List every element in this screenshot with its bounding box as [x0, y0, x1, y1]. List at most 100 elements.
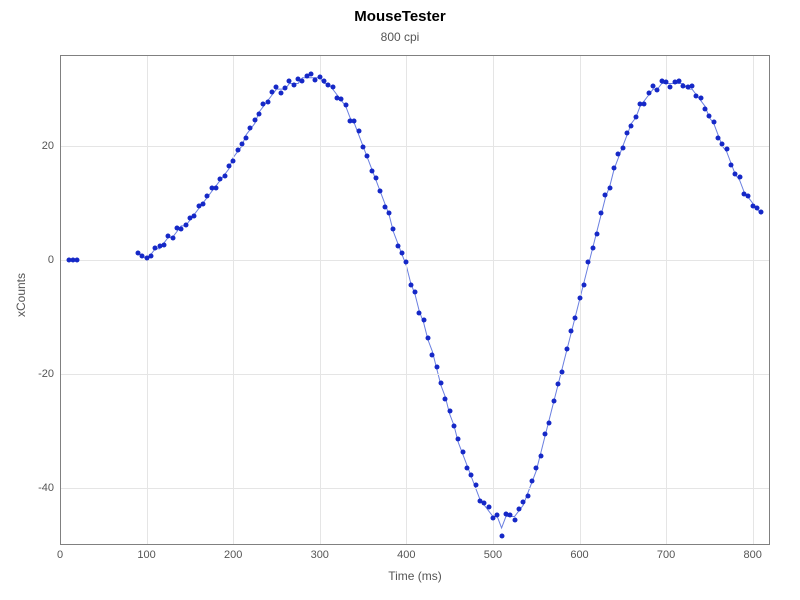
plot-area [60, 55, 770, 545]
data-point [200, 202, 205, 207]
y-tick-label: 0 [30, 254, 54, 266]
data-point [746, 193, 751, 198]
data-point [235, 148, 240, 153]
data-point [646, 91, 651, 96]
data-point [716, 136, 721, 141]
data-point [183, 222, 188, 227]
data-point [525, 494, 530, 499]
data-point [417, 310, 422, 315]
data-point [170, 236, 175, 241]
gridline-vertical [666, 55, 667, 545]
data-point [655, 88, 660, 93]
data-point [443, 396, 448, 401]
data-point [612, 165, 617, 170]
data-point [400, 251, 405, 256]
x-tick-label: 700 [657, 549, 675, 561]
data-point [387, 210, 392, 215]
data-point [248, 125, 253, 130]
data-point [568, 329, 573, 334]
data-point [642, 102, 647, 107]
data-point [244, 135, 249, 140]
data-point [729, 162, 734, 167]
data-point [300, 78, 305, 83]
data-point [603, 193, 608, 198]
data-point [577, 296, 582, 301]
y-tick-label: -40 [30, 482, 54, 494]
data-point [179, 226, 184, 231]
data-point [421, 317, 426, 322]
data-point [378, 188, 383, 193]
gridline-vertical [406, 55, 407, 545]
gridline-vertical [233, 55, 234, 545]
data-point [512, 517, 517, 522]
data-point [451, 424, 456, 429]
data-point [720, 141, 725, 146]
data-point [222, 174, 227, 179]
data-point [239, 141, 244, 146]
data-point [231, 158, 236, 163]
data-point [460, 450, 465, 455]
data-point [434, 365, 439, 370]
data-point [309, 72, 314, 77]
data-point [594, 232, 599, 237]
data-point [291, 83, 296, 88]
data-point [534, 465, 539, 470]
data-point [395, 243, 400, 248]
data-point [473, 483, 478, 488]
data-point [599, 210, 604, 215]
data-point [447, 409, 452, 414]
data-point [560, 369, 565, 374]
data-point [499, 534, 504, 539]
data-point [430, 352, 435, 357]
data-point [625, 131, 630, 136]
data-point [391, 227, 396, 232]
data-point [283, 86, 288, 91]
data-point [356, 129, 361, 134]
data-point [192, 214, 197, 219]
data-point [529, 479, 534, 484]
data-point [495, 512, 500, 517]
data-point [330, 84, 335, 89]
data-point [586, 260, 591, 265]
y-tick-label: 20 [30, 140, 54, 152]
data-point [469, 473, 474, 478]
gridline-vertical [493, 55, 494, 545]
data-point [538, 453, 543, 458]
x-tick-label: 600 [570, 549, 588, 561]
y-tick-label: -20 [30, 368, 54, 380]
data-point [547, 420, 552, 425]
x-tick-label: 100 [137, 549, 155, 561]
data-point [677, 78, 682, 83]
data-point [707, 113, 712, 118]
data-point [265, 99, 270, 104]
x-tick-label: 0 [57, 549, 63, 561]
chart-subtitle: 800 cpi [0, 30, 800, 44]
data-point [374, 175, 379, 180]
x-tick-label: 300 [311, 549, 329, 561]
x-tick-label: 400 [397, 549, 415, 561]
data-point [438, 381, 443, 386]
data-point [711, 120, 716, 125]
data-point [668, 84, 673, 89]
data-point [581, 283, 586, 288]
gridline-vertical [147, 55, 148, 545]
data-point [564, 347, 569, 352]
gridline-horizontal [60, 374, 770, 375]
x-tick-label: 200 [224, 549, 242, 561]
data-point [590, 245, 595, 250]
data-point [703, 107, 708, 112]
data-point [516, 507, 521, 512]
data-point [616, 152, 621, 157]
data-point [161, 243, 166, 248]
gridline-vertical [320, 55, 321, 545]
data-point [664, 79, 669, 84]
y-axis-label: xCounts [14, 265, 28, 325]
data-point [551, 399, 556, 404]
data-point [278, 90, 283, 95]
gridline-horizontal [60, 260, 770, 261]
data-point [148, 254, 153, 259]
data-point [425, 336, 430, 341]
gridline-horizontal [60, 488, 770, 489]
data-point [339, 97, 344, 102]
x-tick-label: 800 [743, 549, 761, 561]
